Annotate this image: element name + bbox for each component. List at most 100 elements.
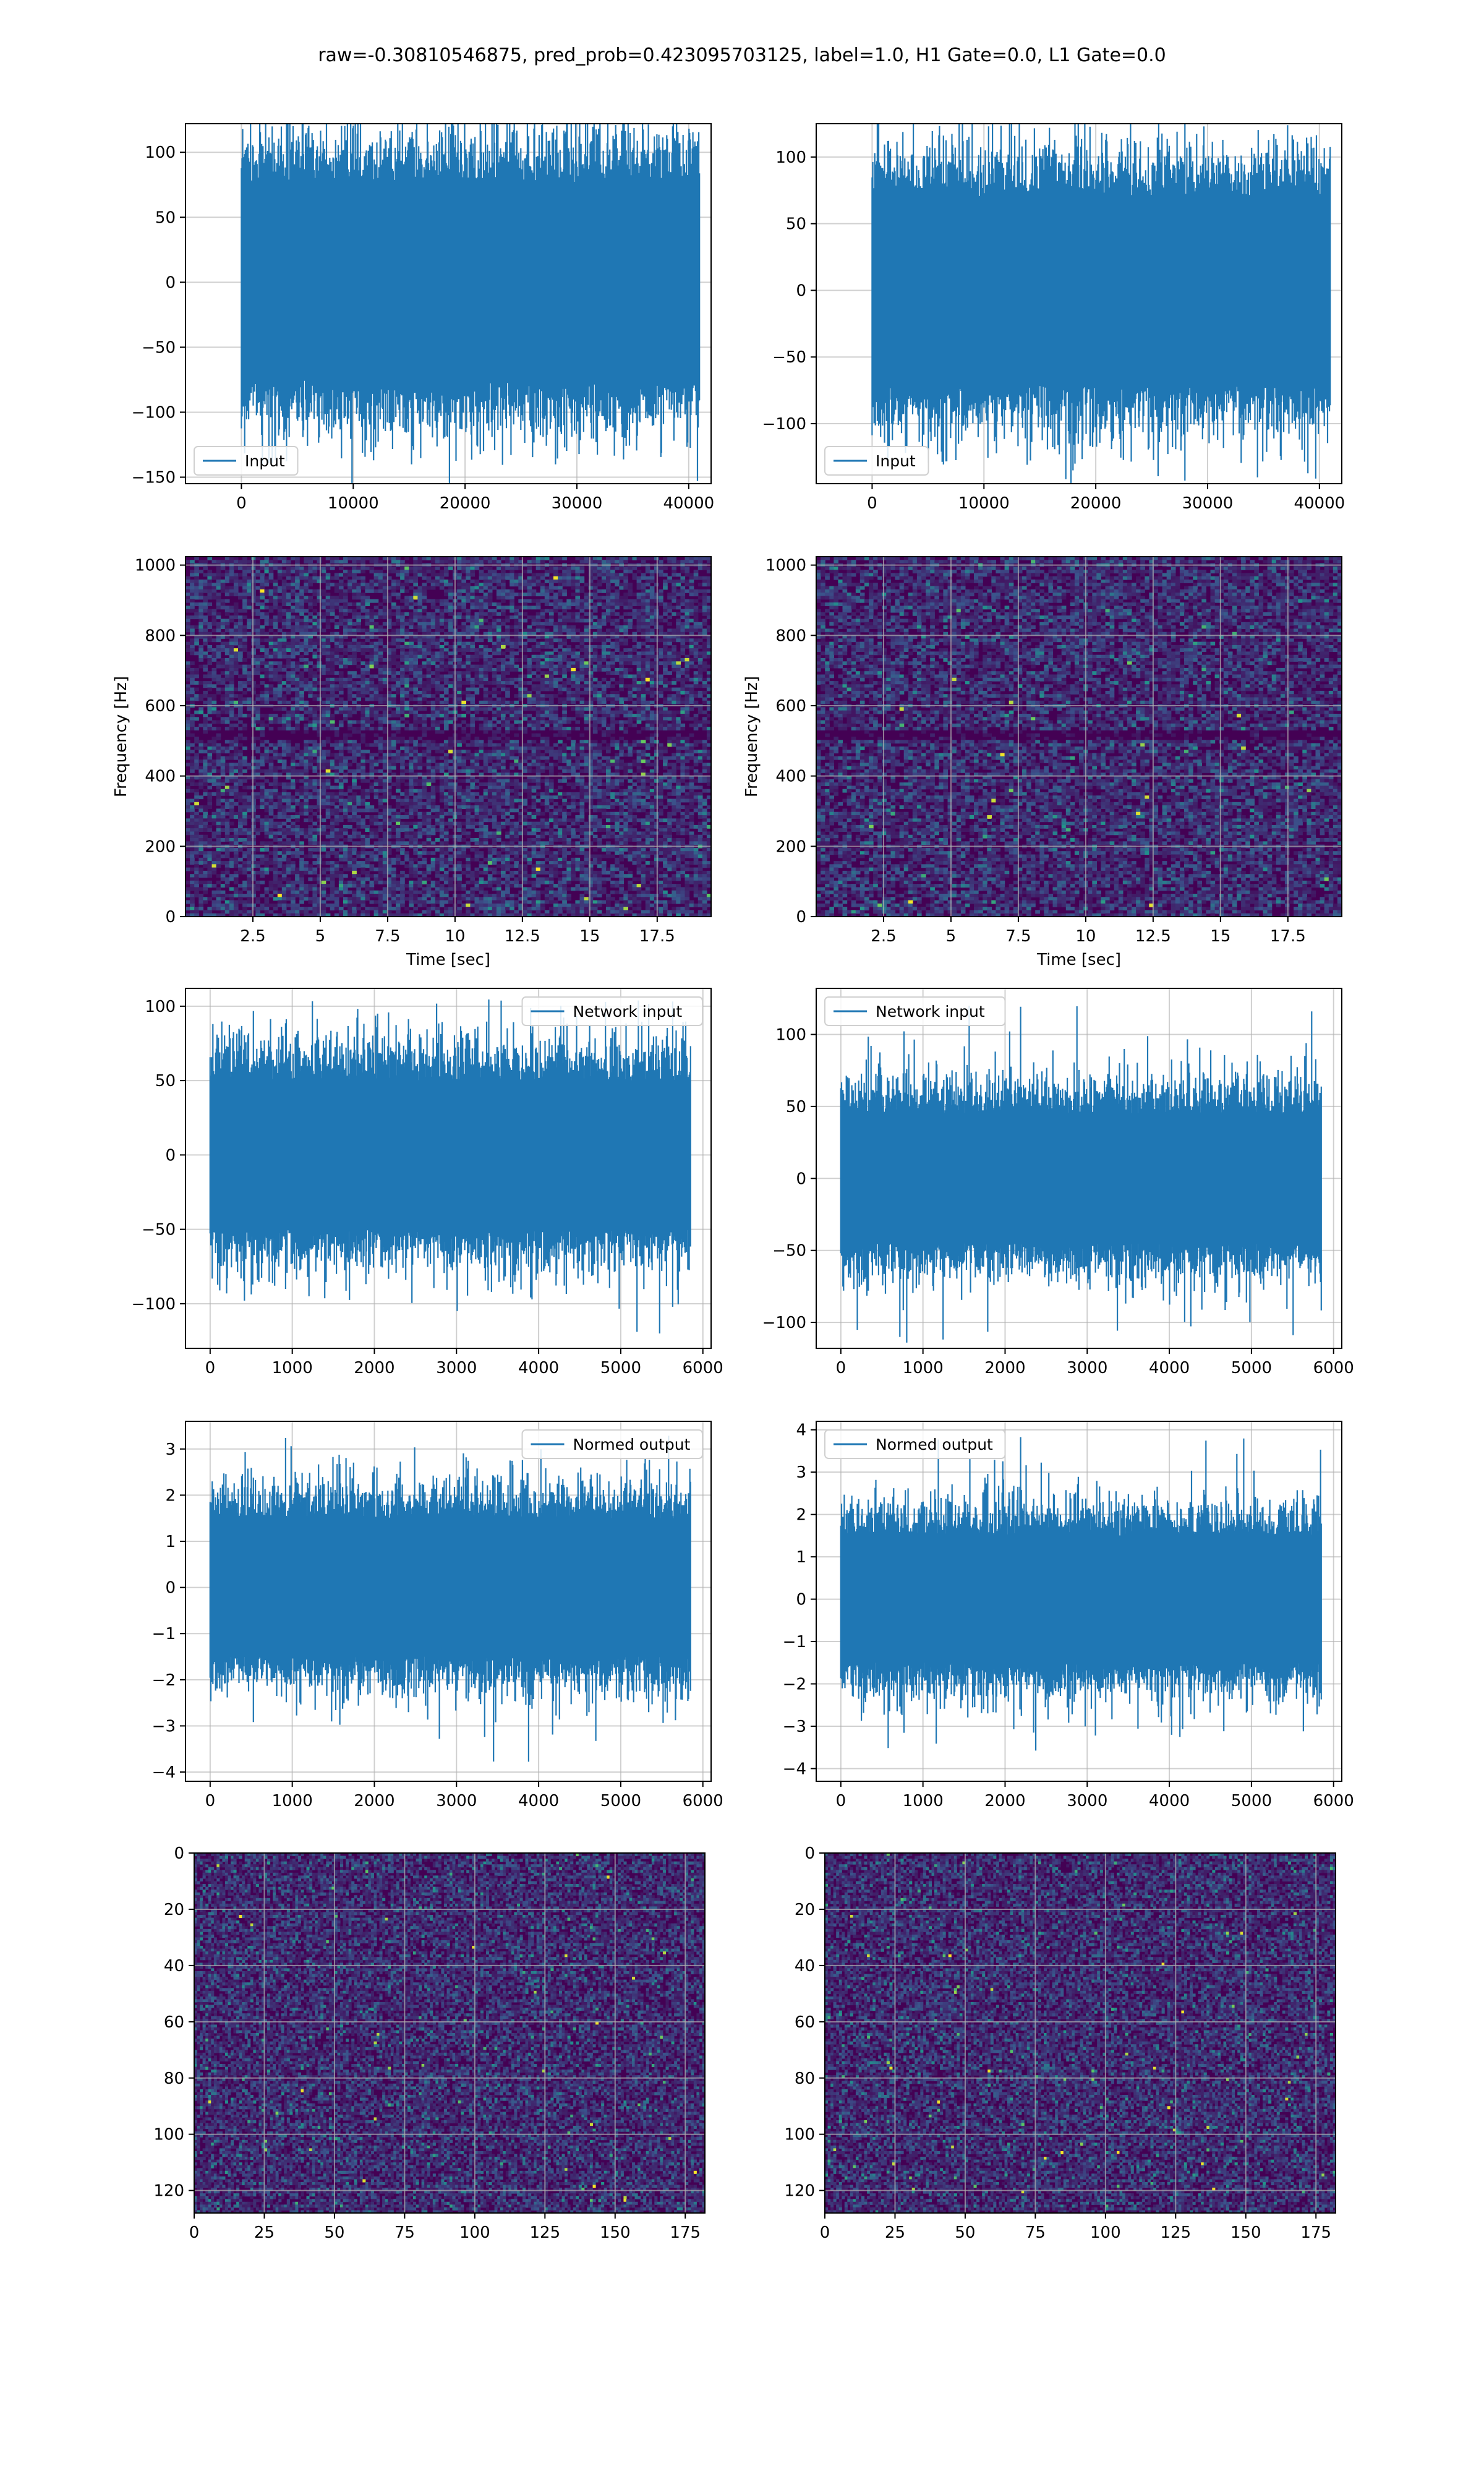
heatmap-cell [606,644,611,649]
heatmap-cell [663,602,668,606]
heatmap-cell [697,654,703,659]
heatmap-cell [338,599,344,603]
heatmap-cell [286,723,291,727]
heatmap-cell [706,664,711,669]
heatmap-cell [321,641,326,646]
heatmap-cell [579,733,585,737]
heatmap-cell [312,743,318,747]
heatmap-cell [684,684,690,688]
heatmap-cell [277,667,283,672]
heatmap-cell [470,687,475,691]
heatmap-cell [325,658,331,662]
heatmap-cell [706,730,711,734]
heatmap-cell [299,609,304,613]
heatmap-cell [632,557,638,560]
heatmap-cell [518,593,523,597]
heatmap-cell [211,694,217,698]
heatmap-cell [566,717,571,721]
heatmap-cell [277,654,283,659]
heatmap-cell [220,573,226,577]
heatmap-cell [461,580,466,583]
heatmap-cell [479,667,484,672]
heatmap-cell [211,622,217,626]
heatmap-cell [448,635,453,639]
heatmap-cell [628,687,633,691]
heatmap-cell [483,576,488,580]
heatmap-cell [588,714,594,717]
heatmap-cell [417,737,423,740]
heatmap-cell [198,664,203,669]
heatmap-cell [260,740,265,744]
heatmap-cell [501,557,506,560]
heatmap-cell [255,638,260,643]
heatmap-cell [286,635,291,639]
heatmap-cell [496,730,501,734]
heatmap-cell [247,583,252,587]
heatmap-cell [474,658,480,662]
heatmap-cell [348,583,352,587]
heatmap-cell [492,690,497,695]
heatmap-cell [251,651,256,656]
heatmap-cell [255,596,260,600]
heatmap-cell [426,644,432,649]
heatmap-cell [693,681,699,685]
heatmap-cell [496,658,501,662]
heatmap-cell [224,580,230,583]
heatmap-cell [610,612,615,616]
heatmap-cell [242,667,247,672]
heatmap-cell [461,609,466,613]
heatmap-cell [413,560,418,564]
heatmap-cell [216,615,221,620]
heatmap-cell [207,573,213,577]
heatmap-cell [255,586,260,590]
heatmap-cell [592,631,598,636]
heatmap-cell [443,661,449,666]
heatmap-cell [610,743,615,747]
heatmap-cell [566,690,571,695]
heatmap-cell [194,746,199,750]
heatmap-cell [667,560,672,564]
heatmap-cell [579,586,585,590]
heatmap-cell [663,658,668,662]
heatmap-cell [247,625,252,629]
heatmap-cell [667,671,672,675]
heatmap-cell [417,697,423,701]
heatmap-cell [264,717,270,721]
heatmap-cell [207,612,213,616]
heatmap-cell [343,651,348,656]
heatmap-cell [592,573,598,577]
heatmap-cell [606,651,611,656]
heatmap-cell [430,681,436,685]
heatmap-cell [487,615,493,620]
heatmap-cell [448,743,453,747]
heatmap-cell [597,573,602,577]
heatmap-cell [417,690,423,695]
heatmap-cell [417,602,423,606]
heatmap-cell [697,583,703,587]
heatmap-cell [457,615,462,620]
heatmap-cell [553,628,558,633]
heatmap-cell [645,602,650,606]
heatmap-cell [505,654,510,659]
heatmap-cell [628,566,633,570]
heatmap-cell [321,671,326,675]
heatmap-cell [667,622,672,626]
heatmap-cell [470,625,475,629]
heatmap-cell [343,710,348,714]
heatmap-cell [360,674,365,678]
heatmap-cell [684,654,690,659]
y-tick-label: −100 [132,403,176,422]
heatmap-cell [483,618,488,623]
heatmap-cell [548,622,554,626]
heatmap-cell [553,710,558,714]
heatmap-cell [334,596,339,600]
heatmap-cell [667,609,672,613]
heatmap-cell [295,615,300,620]
heatmap-cell [291,648,296,652]
heatmap-cell [615,635,620,639]
heatmap-cell [373,690,379,695]
heatmap-cell [548,664,554,669]
heatmap-cell [334,586,339,590]
heatmap-cell [233,658,239,662]
heatmap-cell [369,694,375,698]
